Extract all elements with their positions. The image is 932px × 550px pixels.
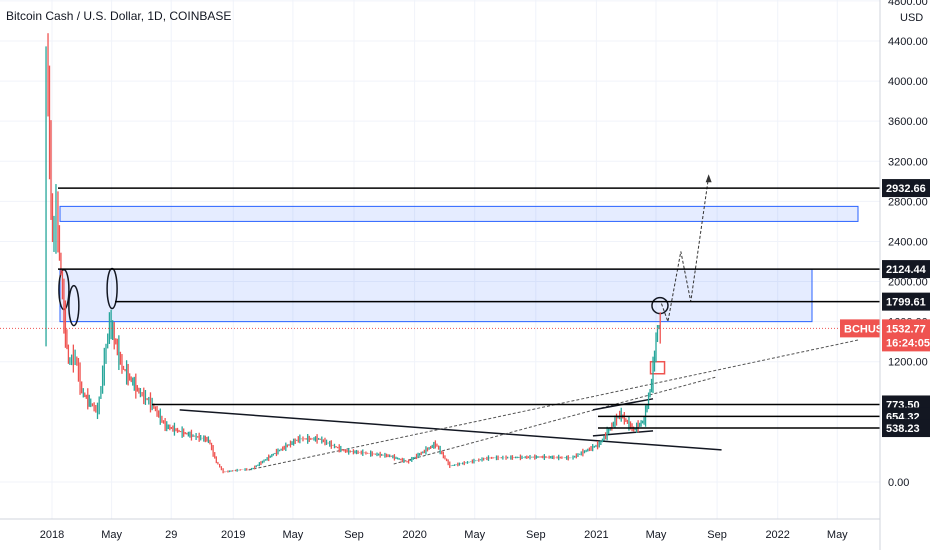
projection-path	[660, 176, 710, 324]
currency-label: USD	[900, 12, 923, 24]
time-tick-label: 2019	[221, 529, 245, 541]
level-label: 2932.66	[886, 183, 926, 195]
price-tick-label: 0.00	[888, 477, 909, 489]
level-label: 538.23	[886, 423, 920, 435]
time-tick-label: 29	[165, 529, 177, 541]
level-label-bg	[882, 419, 930, 438]
highlight-box	[649, 360, 666, 375]
demand-zone	[59, 205, 859, 222]
time-tick-label: May	[827, 529, 848, 541]
trend-line	[393, 376, 718, 465]
price-tick-label: 4400.00	[888, 36, 928, 48]
time-tick-label: 2021	[584, 529, 608, 541]
price-tick-label: 2800.00	[888, 196, 928, 208]
level-label: 1799.61	[886, 297, 926, 309]
time-tick-label: May	[646, 529, 667, 541]
time-tick-label: May	[464, 529, 485, 541]
level-label-bg	[882, 292, 930, 311]
symbol-label-bg	[840, 319, 880, 338]
highlight-ellipse	[68, 284, 80, 327]
price-tick-label: 3200.00	[888, 156, 928, 168]
price-tick-label: 2400.00	[888, 236, 928, 248]
last-price-label-bg	[882, 319, 930, 352]
level-label: 2124.44	[886, 264, 927, 276]
time-tick-label: May	[101, 529, 122, 541]
time-tick-label: 2022	[765, 529, 789, 541]
countdown-label: 16:24:05	[886, 337, 930, 349]
symbol-label: BCHUSD	[844, 323, 891, 335]
time-tick-label: Sep	[344, 529, 364, 541]
demand-zone	[59, 268, 813, 323]
level-label-bg	[882, 179, 930, 198]
level-label-bg	[882, 260, 930, 279]
price-tick-label: 4800.00	[888, 0, 928, 8]
trend-line	[592, 430, 654, 437]
time-tick-label: 2020	[402, 529, 426, 541]
price-tick-label: 1200.00	[888, 357, 928, 369]
time-tick-label: 2018	[40, 529, 64, 541]
price-tick-label: 4000.00	[888, 76, 928, 88]
trend-line	[179, 409, 722, 451]
time-tick-label: Sep	[707, 529, 727, 541]
price-tick-label: 2000.00	[888, 277, 928, 289]
price-tick-label: 3600.00	[888, 116, 928, 128]
time-tick-label: May	[283, 529, 304, 541]
last-price-label: 1532.77	[886, 323, 926, 335]
chart-title: Bitcoin Cash / U.S. Dollar, 1D, COINBASE	[6, 9, 232, 23]
time-tick-label: Sep	[526, 529, 546, 541]
projection-arrow	[705, 174, 712, 183]
